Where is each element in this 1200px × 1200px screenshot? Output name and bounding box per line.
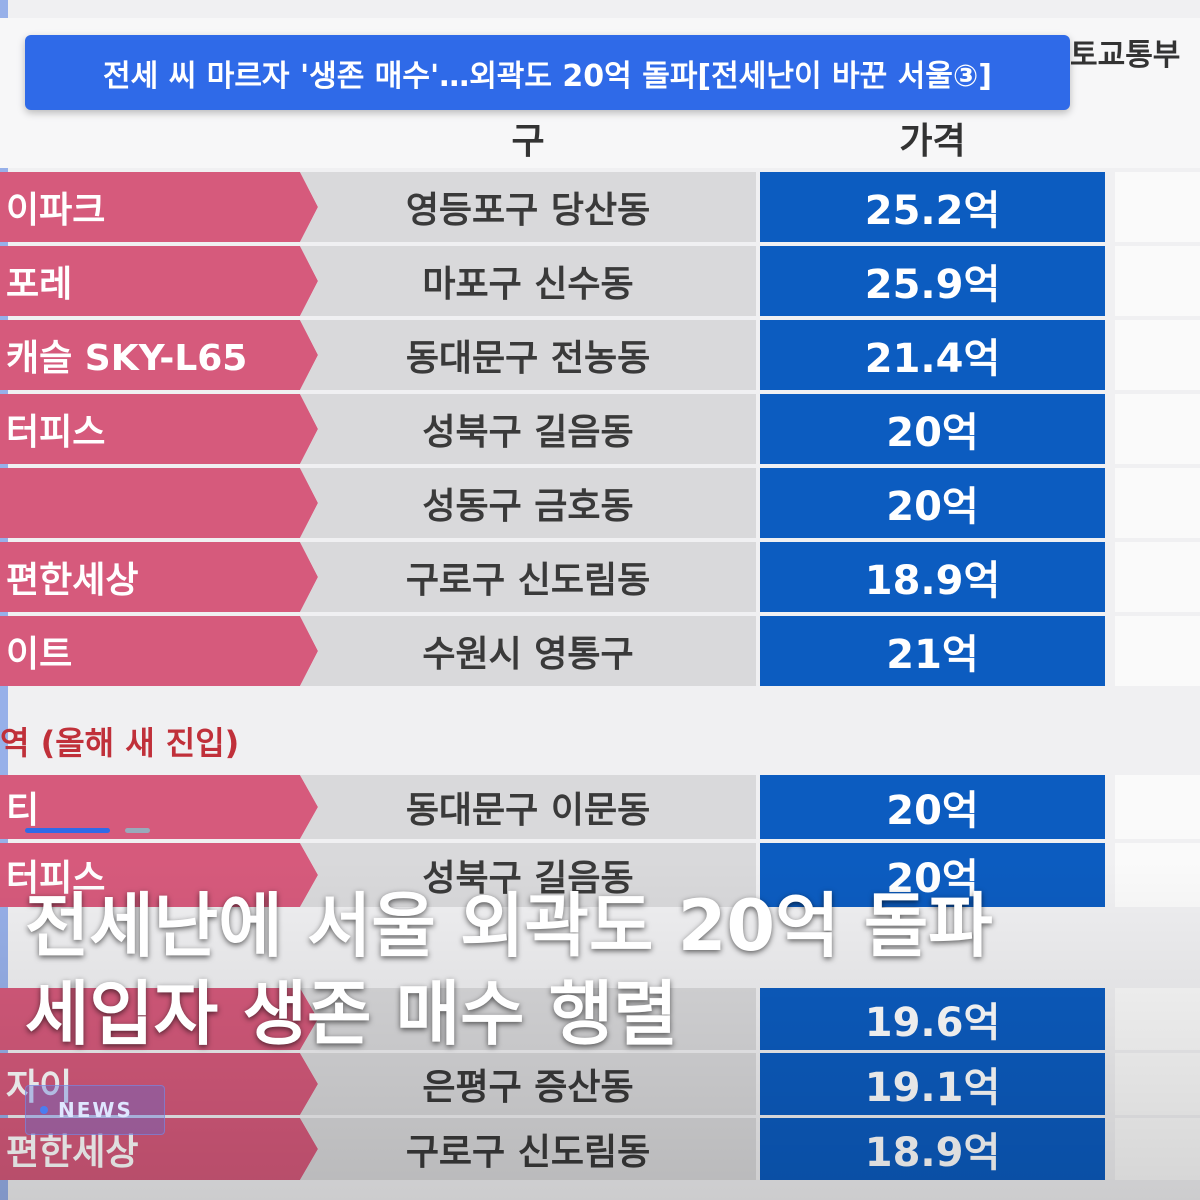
row-district: 마포구 신수동 xyxy=(300,246,756,316)
row-price: 19.1억 xyxy=(760,1053,1105,1115)
row-price: 25.2억 xyxy=(760,172,1105,242)
row-price: 18.9억 xyxy=(760,542,1105,612)
source: 토교통부 xyxy=(1070,38,1181,73)
row-side xyxy=(1115,542,1200,612)
row-side xyxy=(1115,843,1200,907)
badge-text: NEWS xyxy=(58,1098,133,1122)
row-district: 구로구 신도림동 xyxy=(300,542,756,612)
row-side xyxy=(1115,775,1200,839)
row-price: 19.6억 xyxy=(760,988,1105,1050)
row-district: 구로구 신도림동 xyxy=(300,1118,756,1180)
row-district: 성북구 길음동 xyxy=(300,843,756,907)
row-name xyxy=(0,468,318,538)
row-side xyxy=(1115,616,1200,686)
row-name: 이트 xyxy=(0,616,318,686)
row-price: 20억 xyxy=(760,468,1105,538)
row-side xyxy=(1115,320,1200,390)
row-district: 수원시 영통구 xyxy=(300,616,756,686)
row-district: 성동구 금호동 xyxy=(300,468,756,538)
row-price: 18.9억 xyxy=(760,1118,1105,1180)
row-side xyxy=(1115,468,1200,538)
row-side xyxy=(1115,988,1200,1050)
row-name: 터피스 xyxy=(0,394,318,464)
row-side xyxy=(1115,1118,1200,1180)
row-name xyxy=(0,988,318,1050)
row-name: 이파크 xyxy=(0,172,318,242)
row-name: 편한세상 xyxy=(0,542,318,612)
progress xyxy=(125,828,150,833)
row-price: 21.4억 xyxy=(760,320,1105,390)
row-name: 편한세상 xyxy=(0,1118,318,1180)
news-badge: NEWS xyxy=(25,1085,165,1135)
row-name: 캐슬 SKY-L65 xyxy=(0,320,318,390)
badge-dot xyxy=(40,1106,48,1114)
row-side xyxy=(1115,1053,1200,1115)
overlay-title: 세입자 생존 매수 행렬 xyxy=(25,973,678,1055)
row-district: 영등포구 당산동 xyxy=(300,172,756,242)
headline-banner: 전세 씨 마르자 '생존 매수'…외곽도 20억 돌파[전세난이 바꾼 서울③] xyxy=(25,35,1070,110)
row-district xyxy=(300,988,756,1050)
row-district: 은평구 증산동 xyxy=(300,1053,756,1115)
column-header: 가격 xyxy=(899,121,966,162)
row-price: 20억 xyxy=(760,843,1105,907)
row-price: 21억 xyxy=(760,616,1105,686)
row-price: 20억 xyxy=(760,775,1105,839)
row-name: 자이 xyxy=(0,1053,318,1115)
row-price: 20억 xyxy=(760,394,1105,464)
row-side xyxy=(1115,246,1200,316)
row-district: 동대문구 전농동 xyxy=(300,320,756,390)
row-price: 25.9억 xyxy=(760,246,1105,316)
row-side xyxy=(1115,394,1200,464)
row-district: 동대문구 이문동 xyxy=(300,775,756,839)
row-side xyxy=(1115,172,1200,242)
overlay-shade xyxy=(0,860,1200,1200)
row-name: 포레 xyxy=(0,246,318,316)
column-header: 구 xyxy=(511,121,545,162)
row-name: 터피스 xyxy=(0,843,318,907)
overlay-title: 전세난에 서울 외곽도 20억 돌파 xyxy=(25,885,993,967)
row-district: 성북구 길음동 xyxy=(300,394,756,464)
progress xyxy=(25,828,110,833)
section-label: 역 (올해 새 진입) xyxy=(0,724,240,762)
